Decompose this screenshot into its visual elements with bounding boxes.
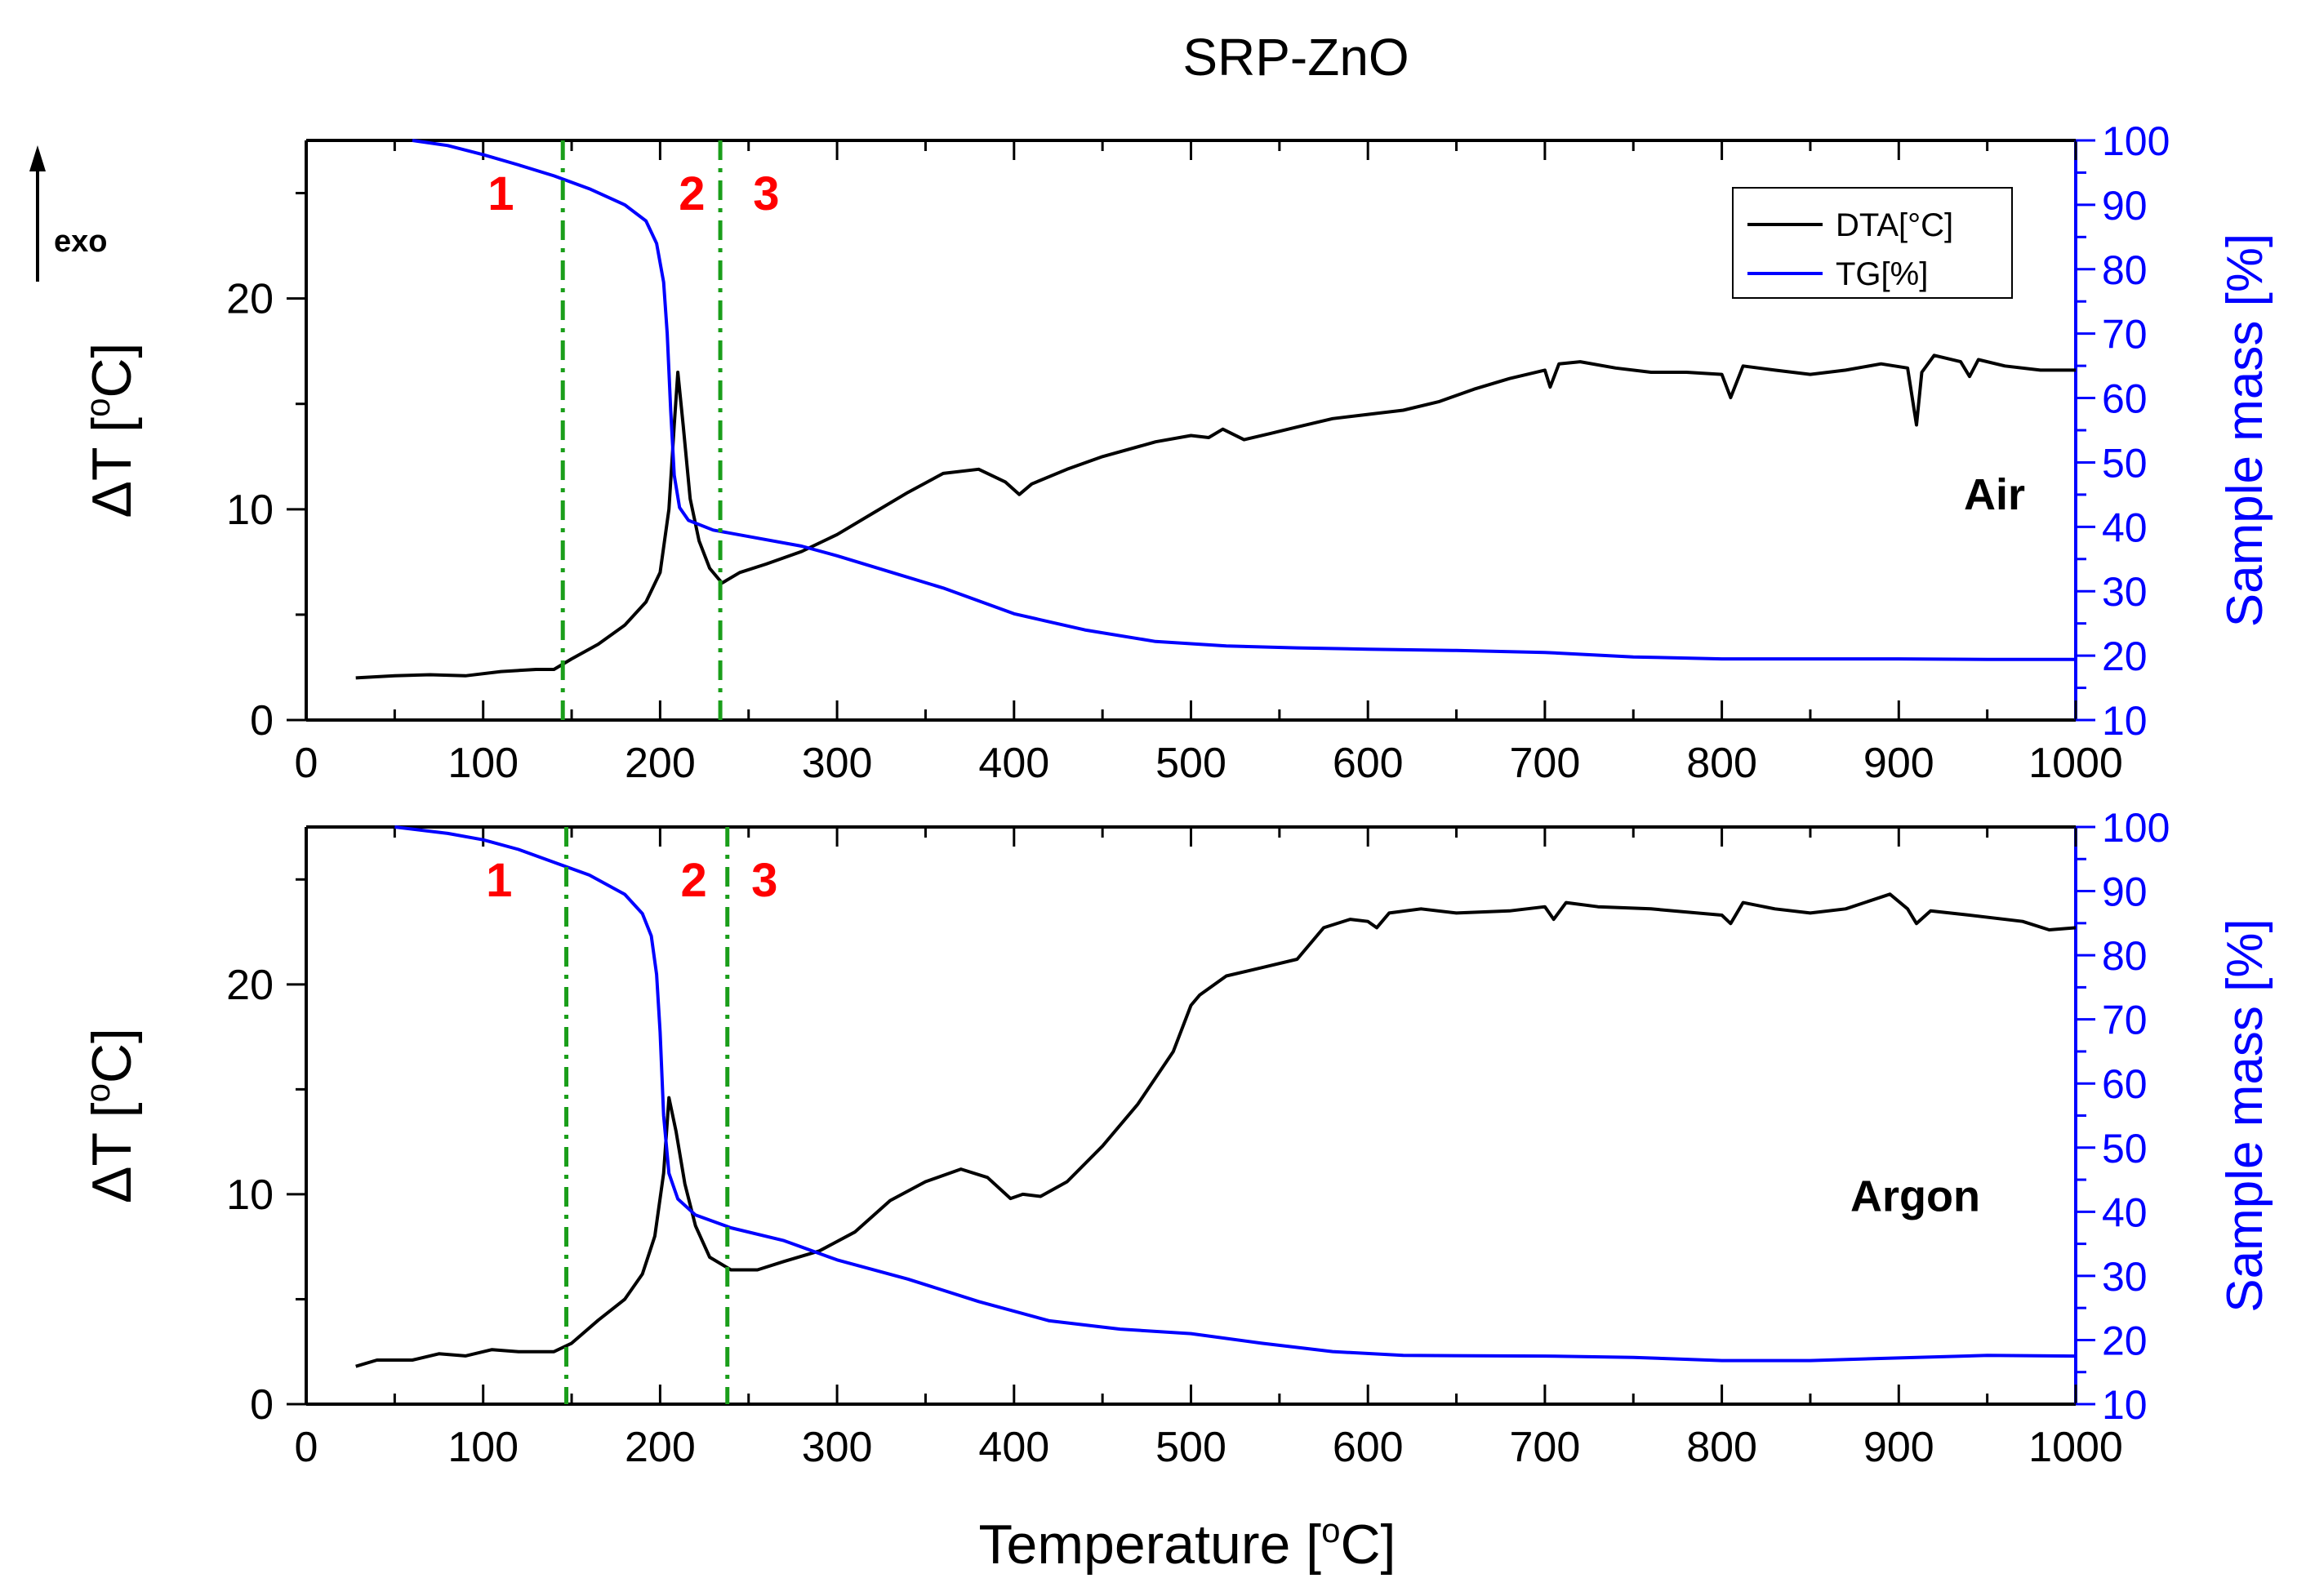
exo-label: exo: [54, 225, 107, 259]
y-right-tick-label: 70: [2102, 312, 2148, 358]
y-right-tick-label: 10: [2102, 698, 2148, 744]
x-tick-label: 200: [625, 740, 696, 787]
stage-label-2: 2: [680, 854, 706, 907]
x-tick-label: 500: [1155, 1424, 1226, 1471]
dta-series-line: [355, 892, 2077, 1368]
x-tick-label: 600: [1333, 1424, 1404, 1471]
panel-air: 0 100 200 300 400 500 600 700 800 900 1000 0 10 20 10 2…: [78, 118, 2273, 787]
y-right-tick-label: 80: [2102, 247, 2148, 293]
y-left-axis-label-text: ΔT [: [81, 417, 143, 518]
x-axis-label-text: Temperature [: [979, 1514, 1322, 1576]
legend-label-tg: TG[%]: [1836, 256, 1928, 292]
x-tick-label: 600: [1333, 740, 1404, 787]
y-left-axis-label-unit: C]: [81, 1028, 143, 1083]
y-left-axis-label: ΔT [oC]: [78, 343, 143, 518]
y-left-axis-label-degree: o: [78, 398, 117, 417]
x-tick-label: 700: [1510, 1424, 1581, 1471]
legend-label-dta: DTA[°C]: [1836, 207, 1953, 243]
x-tick-label: 0: [295, 740, 318, 787]
dta-series-line: [355, 353, 2076, 680]
y-left-tick-label: 20: [226, 962, 274, 1009]
stage-label-1: 1: [486, 854, 512, 907]
y-right-tick-label: 20: [2102, 1318, 2148, 1363]
panel-argon: 0 100 200 300 400 500 600 700 800 900 1000 0 10 20 10 2…: [78, 805, 2273, 1471]
y-left-tick-label: 10: [226, 1171, 274, 1219]
x-tick-label: 400: [978, 740, 1049, 787]
stage-label-1: 1: [487, 167, 514, 220]
x-axis-label-unit: C]: [1340, 1514, 1396, 1576]
y-right-tick-label: 90: [2102, 869, 2148, 915]
y-left-tick-label: 20: [226, 276, 274, 323]
y-right-tick-label: 40: [2102, 505, 2148, 550]
y-right-axis-label: Sample mass [%]: [2217, 233, 2273, 627]
y-right-axis-label: Sample mass [%]: [2217, 918, 2273, 1312]
stage-label-2: 2: [679, 167, 705, 220]
x-tick-label: 900: [1863, 1424, 1934, 1471]
x-axis-label-degree: o: [1321, 1511, 1340, 1549]
tg-series-line: [394, 825, 2077, 1363]
x-tick-label: 200: [625, 1424, 696, 1471]
y-right-tick-label: 50: [2102, 440, 2148, 486]
y-right-tick-label: 60: [2102, 376, 2148, 422]
x-tick-label: 900: [1863, 740, 1934, 787]
y-right-tick-label: 40: [2102, 1189, 2148, 1235]
x-tick-label: 500: [1155, 740, 1226, 787]
stage-label-3: 3: [751, 854, 777, 907]
y-right-tick-label: 100: [2102, 805, 2170, 851]
y-right-tick-label: 30: [2102, 1254, 2148, 1300]
x-tick-label: 300: [802, 1424, 873, 1471]
panels-layer: 0 100 200 300 400 500 600 700 800 900 100001020102…: [78, 118, 2273, 1471]
x-axis-label: Temperature [oC]: [979, 1511, 1396, 1576]
y-right-tick-label: 50: [2102, 1126, 2148, 1171]
y-right-tick-label: 70: [2102, 998, 2148, 1043]
y-left-tick-label: 0: [250, 1381, 274, 1429]
y-right-tick-label: 20: [2102, 634, 2148, 679]
x-tick-label: 100: [447, 740, 519, 787]
x-tick-label: 700: [1510, 740, 1581, 787]
x-tick-label: 300: [802, 740, 873, 787]
y-right-tick-label: 30: [2102, 569, 2148, 615]
x-tick-label: 400: [978, 1424, 1049, 1471]
y-right-tick-label: 90: [2102, 183, 2148, 229]
y-left-tick-label: 10: [226, 487, 274, 534]
legend: DTA[°C] TG[%]: [1732, 187, 2013, 299]
y-right-tick-label: 60: [2102, 1061, 2148, 1107]
atmosphere-label: Argon: [1850, 1171, 1980, 1220]
x-tick-label: 800: [1686, 1424, 1757, 1471]
exo-arrow-head: [29, 145, 46, 171]
x-tick-label: 1000: [2028, 740, 2123, 787]
x-tick-label: 100: [447, 1424, 519, 1471]
tg-series-line: [412, 139, 2076, 661]
stage-label-3: 3: [753, 167, 779, 220]
y-right-tick-label: 100: [2102, 118, 2170, 164]
exo-indicator: exo: [29, 145, 107, 282]
y-right-tick-label: 80: [2102, 933, 2148, 979]
y-left-axis-label-text: ΔT [: [81, 1102, 143, 1203]
x-tick-label: 1000: [2028, 1424, 2123, 1471]
legend-box: [1732, 187, 2013, 299]
y-right-tick-label: 10: [2102, 1382, 2148, 1428]
y-left-axis-label-degree: o: [78, 1083, 117, 1102]
y-left-tick-label: 0: [250, 697, 274, 745]
y-left-axis-label-unit: C]: [81, 343, 143, 398]
y-left-axis-label: ΔT [oC]: [78, 1028, 143, 1203]
x-tick-label: 800: [1686, 740, 1757, 787]
atmosphere-label: Air: [1964, 470, 2025, 519]
chart-title: SRP-ZnO: [1182, 28, 1409, 87]
x-tick-label: 0: [295, 1424, 318, 1471]
